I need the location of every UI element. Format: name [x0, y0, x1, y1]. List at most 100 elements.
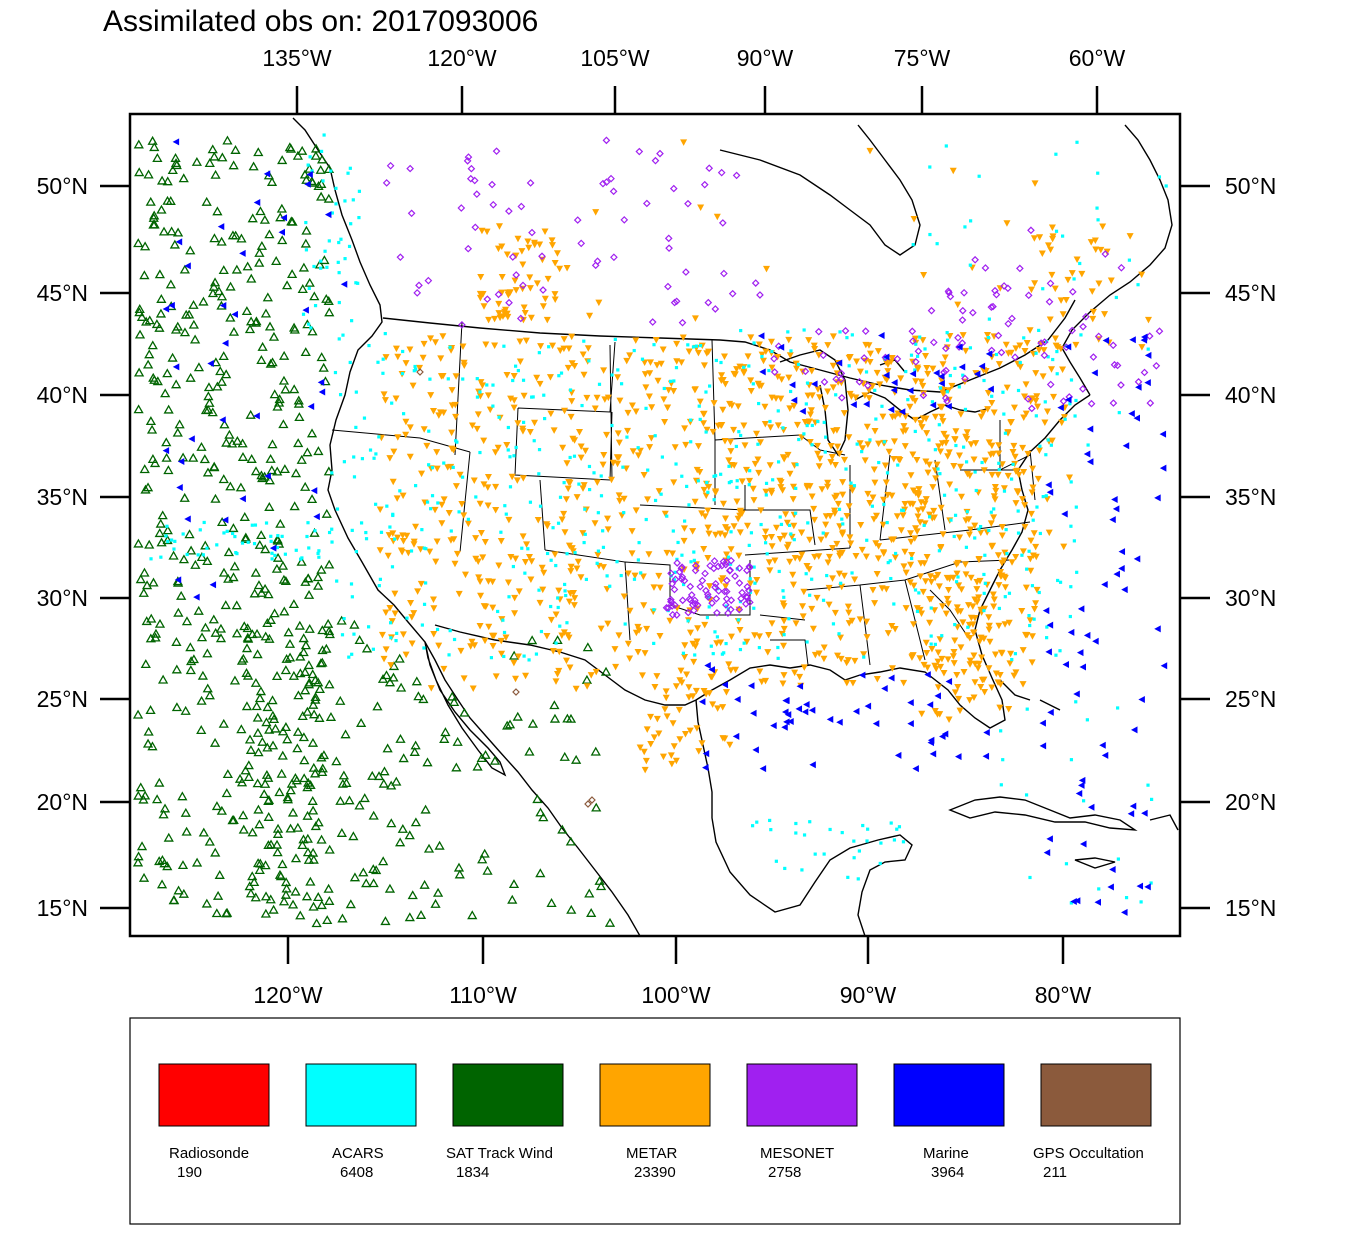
observation-marker: [577, 454, 585, 462]
observation-marker: [599, 461, 607, 469]
observation-marker: [1030, 235, 1038, 242]
observation-marker: [364, 530, 368, 535]
observation-marker: [995, 582, 1003, 589]
observation-marker: [295, 668, 306, 678]
observation-marker: [321, 508, 332, 518]
observation-marker: [856, 368, 864, 376]
observation-marker: [306, 428, 318, 438]
observation-marker: [645, 551, 653, 558]
observation-marker: [681, 730, 689, 738]
observation-marker: [888, 536, 896, 544]
observation-marker: [249, 588, 260, 598]
observation-marker: [729, 530, 733, 534]
observation-marker: [376, 360, 380, 364]
observation-marker: [1149, 797, 1154, 801]
observation-marker: [466, 174, 475, 183]
observation-marker: [316, 834, 327, 844]
observation-marker: [1037, 328, 1041, 332]
observation-marker: [988, 442, 996, 450]
observation-marker: [185, 665, 196, 675]
observation-marker: [246, 454, 257, 463]
observation-marker: [845, 354, 853, 362]
observation-marker: [969, 603, 977, 610]
bottom-tick-label: 120°W: [253, 982, 323, 1008]
observation-marker: [768, 419, 772, 424]
observation-marker: [247, 213, 258, 223]
observation-marker: [483, 295, 492, 304]
observation-marker: [985, 622, 993, 630]
observation-marker: [202, 556, 213, 566]
observation-marker: [1005, 705, 1013, 713]
observation-marker: [907, 530, 915, 537]
observation-marker: [301, 225, 312, 235]
observation-marker: [811, 346, 819, 353]
observation-marker: [796, 682, 804, 690]
observation-marker: [968, 346, 973, 350]
observation-marker: [780, 603, 788, 610]
observation-marker: [350, 652, 354, 656]
observation-marker: [252, 712, 263, 722]
observation-marker: [687, 503, 691, 507]
observation-marker: [837, 507, 842, 511]
observation-marker: [447, 463, 455, 471]
observation-marker: [200, 405, 212, 415]
observation-marker: [330, 471, 334, 475]
observation-marker: [1003, 595, 1007, 599]
observation-marker: [971, 596, 979, 603]
observation-marker: [700, 410, 708, 418]
observation-marker: [604, 394, 612, 402]
observation-marker: [1002, 341, 1010, 349]
observation-marker: [782, 511, 790, 518]
observation-marker: [551, 291, 559, 298]
observation-marker: [642, 199, 651, 208]
observation-marker: [408, 640, 416, 648]
observation-marker: [963, 429, 971, 436]
observation-marker: [918, 335, 922, 339]
observation-marker: [480, 749, 491, 759]
observation-marker: [289, 501, 300, 511]
observation-marker: [388, 621, 393, 625]
observation-marker: [735, 479, 739, 483]
observation-marker: [557, 374, 561, 378]
observation-marker: [704, 555, 712, 562]
observation-marker: [435, 627, 440, 632]
observation-marker: [245, 316, 257, 326]
observation-marker: [619, 382, 624, 386]
observation-marker: [1080, 840, 1087, 848]
observation-marker: [757, 382, 765, 390]
observation-marker: [317, 378, 325, 386]
observation-marker: [455, 440, 459, 444]
observation-marker: [958, 316, 967, 324]
observation-marker: [786, 470, 794, 478]
observation-marker: [549, 558, 553, 562]
observation-marker: [474, 495, 478, 499]
observation-marker: [486, 406, 494, 414]
observation-marker: [1146, 399, 1155, 407]
observation-marker: [783, 718, 790, 726]
observation-marker: [190, 559, 201, 569]
observation-marker: [516, 314, 525, 323]
observation-marker: [196, 553, 200, 557]
observation-marker: [149, 210, 160, 220]
observation-marker: [1087, 399, 1096, 408]
observation-marker: [699, 343, 703, 348]
observation-marker: [682, 268, 690, 276]
observation-marker: [945, 390, 949, 394]
observation-marker: [265, 358, 276, 368]
observation-marker: [984, 390, 992, 397]
observation-marker: [942, 344, 950, 353]
observation-marker: [272, 829, 284, 838]
observation-marker: [302, 447, 313, 457]
cuba: [948, 796, 1138, 831]
observation-marker: [985, 665, 993, 672]
observation-marker: [922, 639, 930, 647]
observation-marker: [802, 833, 807, 837]
observation-marker: [422, 757, 433, 767]
observation-marker: [877, 460, 881, 465]
observation-marker: [714, 705, 722, 712]
observation-marker: [955, 452, 963, 460]
observation-marker: [737, 594, 745, 603]
observation-marker: [288, 322, 300, 332]
observation-marker: [784, 541, 792, 549]
observation-marker: [840, 517, 844, 521]
